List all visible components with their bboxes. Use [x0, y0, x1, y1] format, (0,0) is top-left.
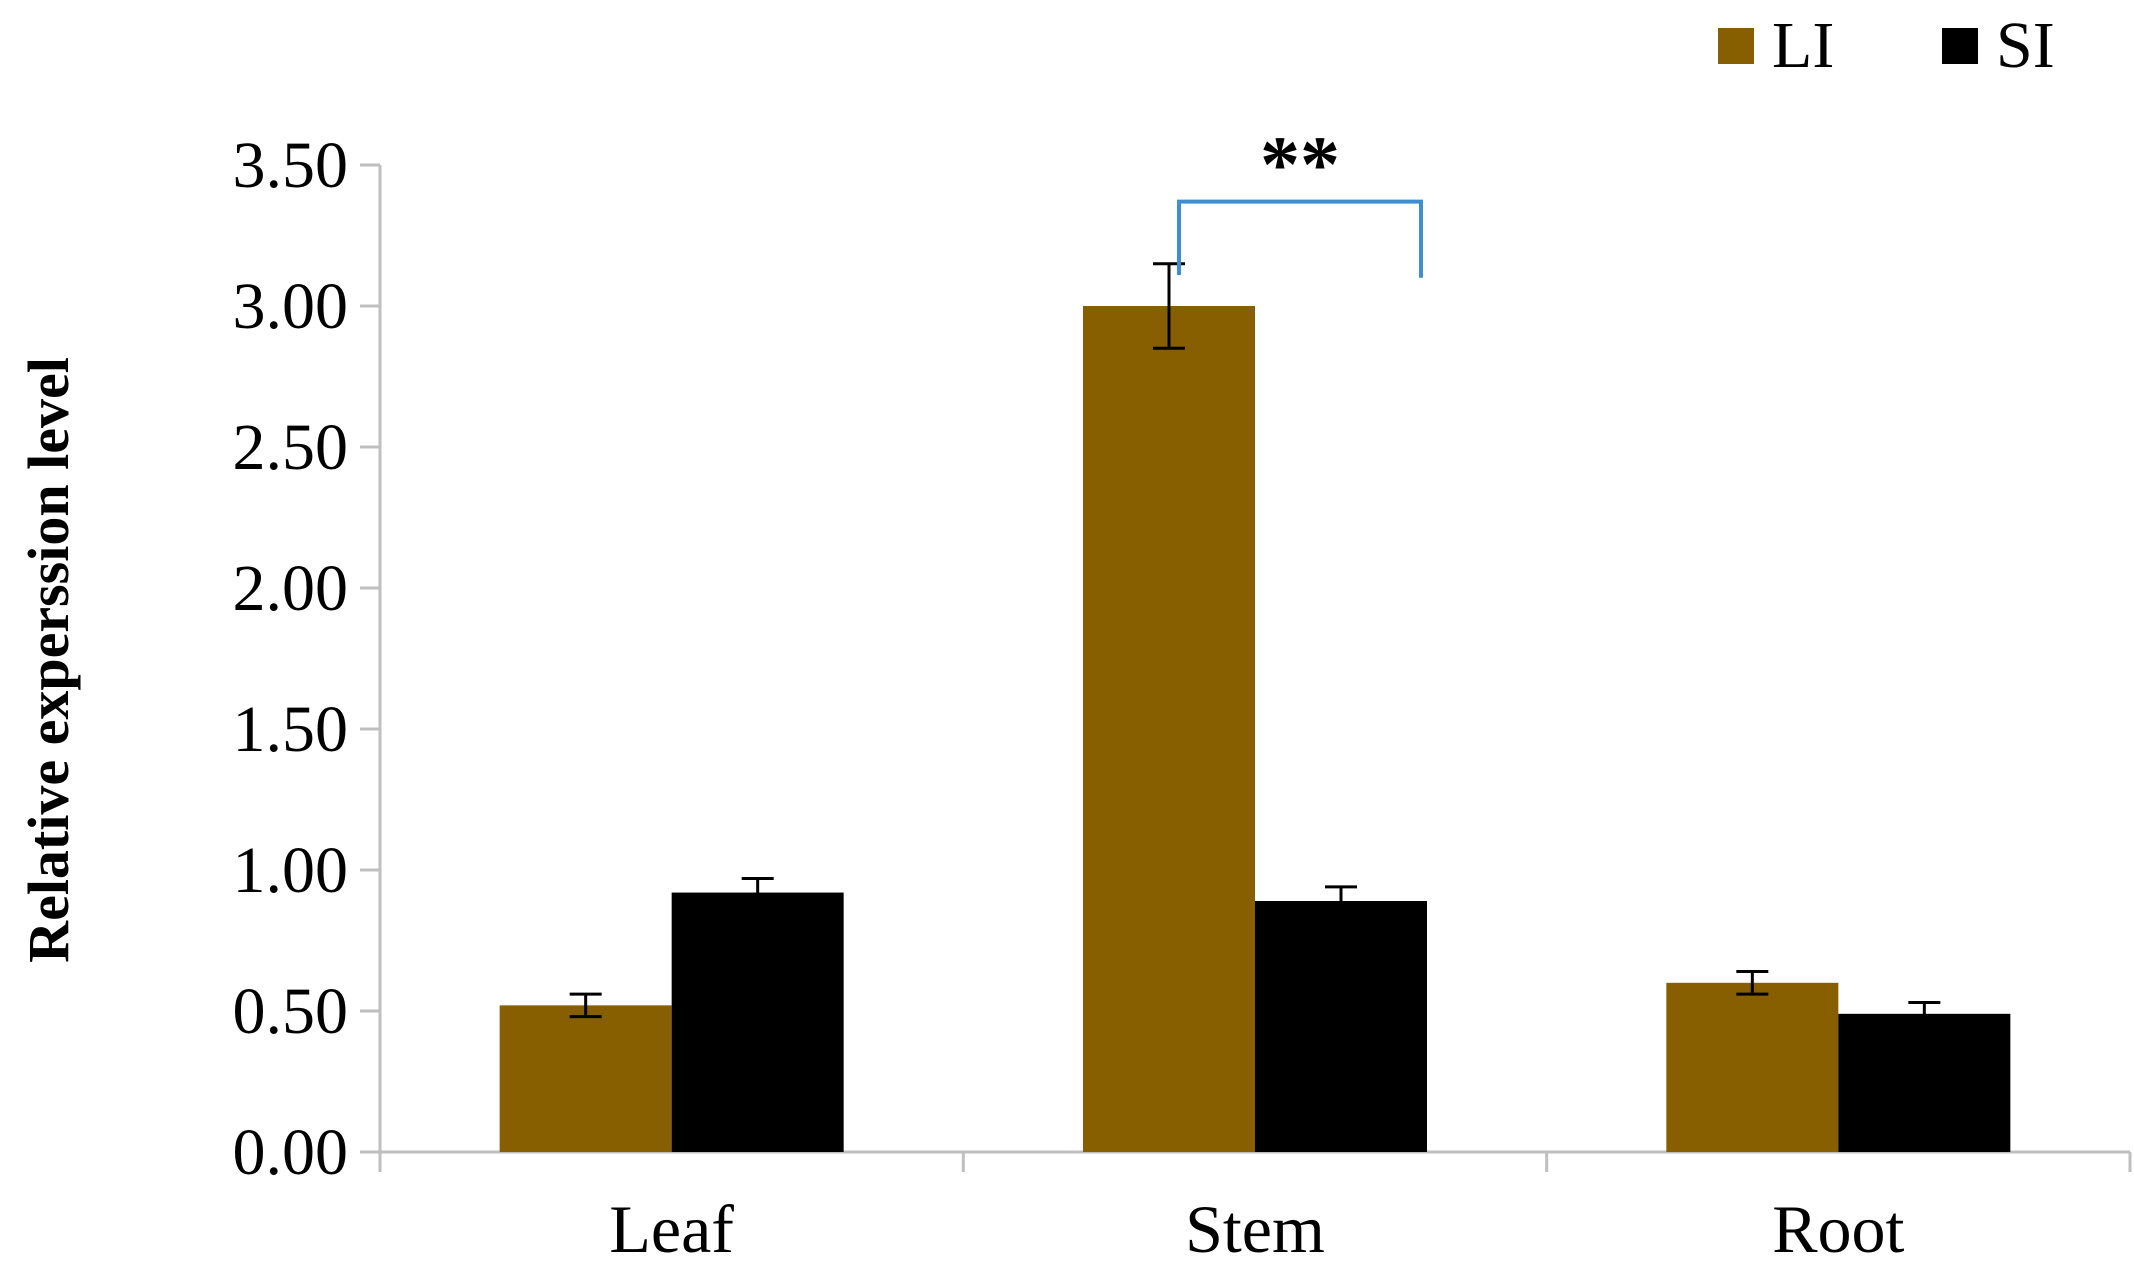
legend-swatch-li — [1718, 28, 1754, 64]
x-tick-label: Stem — [1185, 1191, 1325, 1267]
x-tick-label: Root — [1772, 1191, 1904, 1267]
bar-si-stem — [1255, 901, 1427, 1152]
bar-si-leaf — [671, 892, 844, 1152]
bar-li-stem — [1083, 306, 1255, 1152]
y-ticks: 0.00 0.50 1.00 1.50 2.00 2.50 3.00 3.50 — [233, 129, 380, 1189]
y-tick-label: 0.50 — [233, 975, 349, 1048]
y-tick-label: 3.50 — [233, 129, 349, 202]
error-bar — [741, 876, 774, 909]
error-bar — [1325, 885, 1357, 917]
significance-label: ** — [1260, 122, 1340, 210]
error-bar — [569, 992, 602, 1019]
bar-li-root — [1666, 982, 1839, 1152]
legend-label-li: LI — [1772, 9, 1834, 82]
significance-annotations: ** — [1177, 122, 1423, 278]
bars — [499, 306, 2011, 1152]
legend-swatch-si — [1942, 28, 1978, 64]
significance-bracket — [1177, 199, 1423, 278]
error-bar — [1908, 1001, 1941, 1027]
x-ticks: Leaf Stem Root — [378, 1152, 2132, 1267]
legend-label-si: SI — [1996, 9, 2055, 82]
bar-si-root — [1838, 1013, 2011, 1152]
y-tick-label: 3.00 — [233, 270, 349, 343]
y-tick-label: 1.50 — [233, 693, 349, 766]
error-bar — [1736, 970, 1769, 996]
bar-li-leaf — [499, 1005, 672, 1152]
x-tick-label: Leaf — [609, 1191, 734, 1267]
y-tick-label: 0.00 — [233, 1116, 349, 1189]
y-tick-label: 2.00 — [233, 552, 349, 625]
y-tick-label: 1.00 — [233, 834, 349, 907]
y-tick-label: 2.50 — [233, 411, 349, 484]
legend: LI SI — [1718, 9, 2055, 82]
y-axis-label: Relative experssion level — [16, 357, 81, 963]
